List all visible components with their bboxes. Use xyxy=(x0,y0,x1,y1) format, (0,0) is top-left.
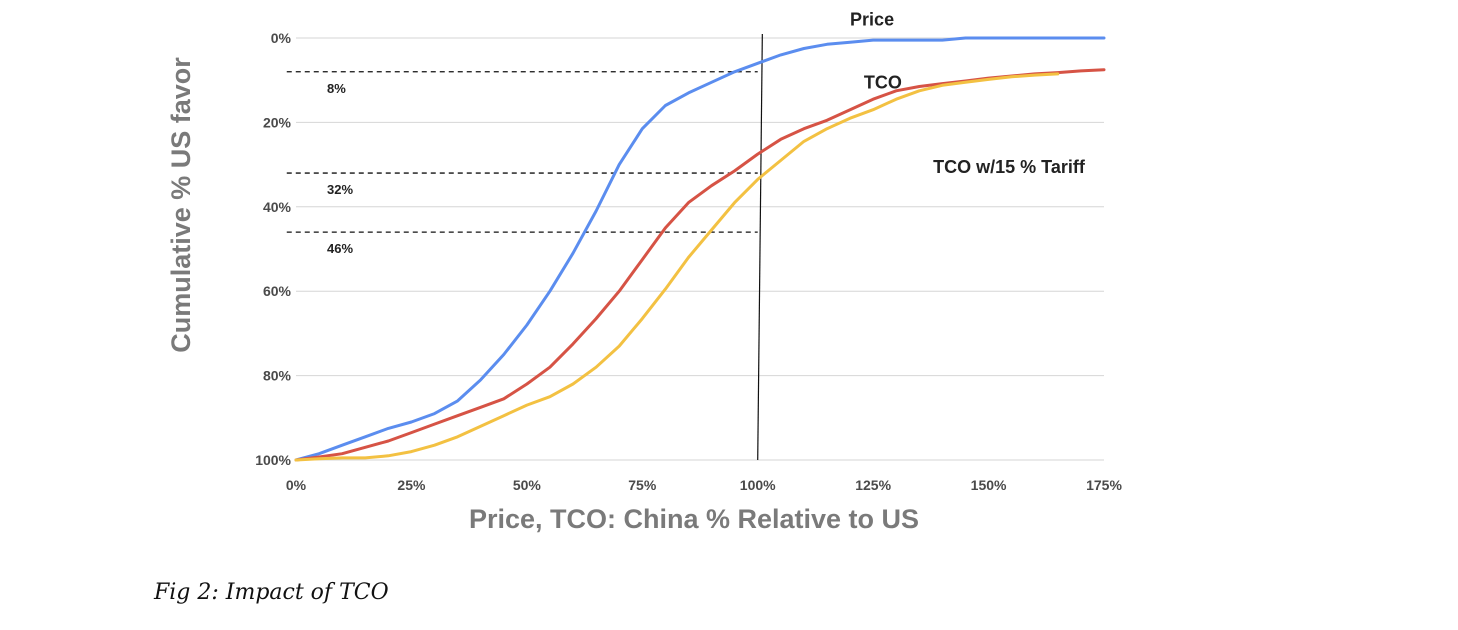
annotation-label: 46% xyxy=(327,241,353,256)
y-tick-label: 60% xyxy=(263,283,292,299)
annotations: 8% 32% 46% xyxy=(286,71,758,256)
series-labels: Price TCO TCO w/15 % Tariff xyxy=(850,9,1086,177)
figure-caption: Fig 2: Impact of TCO xyxy=(154,580,389,605)
x-tick-labels: 0% 25% 50% 75% 100% 125% 150% 175% xyxy=(286,477,1123,493)
x-tick-label: 50% xyxy=(513,477,542,493)
series-label: Price xyxy=(850,9,894,29)
y-tick-label: 40% xyxy=(263,199,292,215)
y-tick-labels: 0% 20% 40% 60% 80% 100% xyxy=(255,30,291,468)
x-axis-title: Price, TCO: China % Relative to US xyxy=(469,504,919,534)
y-tick-label: 100% xyxy=(255,452,291,468)
series-line-0 xyxy=(294,36,1106,462)
x-tick-label: 150% xyxy=(971,477,1007,493)
x-tick-label: 75% xyxy=(628,477,657,493)
series-line-2 xyxy=(294,72,1060,462)
y-axis-title: Cumulative % US favor xyxy=(166,57,196,353)
x-tick-label: 175% xyxy=(1086,477,1122,493)
reference-line xyxy=(757,33,763,461)
y-tick-label: 0% xyxy=(271,30,292,46)
x-tick-label: 25% xyxy=(397,477,426,493)
series-lines xyxy=(294,36,1106,462)
y-tick-label: 80% xyxy=(263,368,292,384)
x-tick-label: 0% xyxy=(286,477,307,493)
y-tick-label: 20% xyxy=(263,114,292,130)
gridlines xyxy=(296,37,1104,461)
series-label: TCO w/15 % Tariff xyxy=(933,157,1086,177)
x-tick-label: 100% xyxy=(740,477,776,493)
annotation-label: 32% xyxy=(327,182,353,197)
annotation-label: 8% xyxy=(327,81,346,96)
series-label: TCO xyxy=(864,73,902,93)
parity-line xyxy=(757,33,763,461)
x-tick-label: 125% xyxy=(855,477,891,493)
series-line-1 xyxy=(294,68,1106,462)
